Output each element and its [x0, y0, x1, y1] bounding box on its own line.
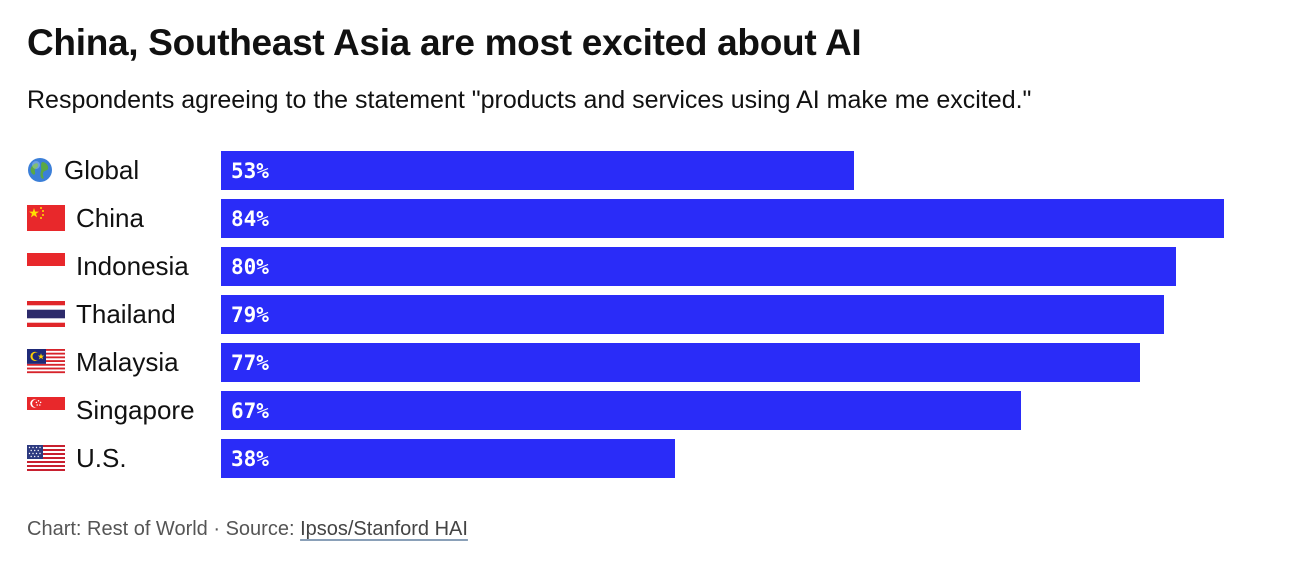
category-text: Singapore: [76, 394, 195, 425]
bar-row-malaysia: Malaysia 77%: [0, 342, 1296, 382]
bar-row-us: U.S. 38%: [0, 438, 1296, 478]
bar-value-china: 84%: [231, 206, 269, 231]
category-label-indonesia: Indonesia: [27, 246, 189, 286]
bar-row-indonesia: Indonesia 80%: [0, 246, 1296, 286]
china-flag-icon: [27, 205, 65, 231]
category-label-global: Global: [27, 150, 139, 190]
category-text: U.S.: [76, 442, 127, 473]
chart-subtitle: Respondents agreeing to the statement "p…: [27, 86, 1032, 114]
category-text: China: [76, 202, 144, 233]
chart-title: China, Southeast Asia are most excited a…: [27, 22, 862, 63]
category-label-us: U.S.: [27, 438, 127, 478]
category-label-thailand: Thailand: [27, 294, 176, 334]
indonesia-flag-icon: [27, 253, 65, 279]
bar-malaysia: 77%: [221, 343, 1140, 382]
bar-value-malaysia: 77%: [231, 350, 269, 375]
category-label-malaysia: Malaysia: [27, 342, 179, 382]
bar-row-singapore: Singapore 67%: [0, 390, 1296, 430]
category-label-china: China: [27, 198, 144, 238]
bar-china: 84%: [221, 199, 1224, 238]
bar-global: 53%: [221, 151, 854, 190]
bar-value-singapore: 67%: [231, 398, 269, 423]
bar-row-china: China 84%: [0, 198, 1296, 238]
source-link[interactable]: Ipsos/Stanford HAI: [300, 518, 468, 540]
chart-footer: Chart: Rest of World · Source: Ipsos/Sta…: [27, 518, 468, 541]
category-text: Indonesia: [76, 250, 189, 281]
singapore-flag-icon: [27, 397, 65, 423]
bar-us: 38%: [221, 439, 675, 478]
bar-row-thailand: Thailand 79%: [0, 294, 1296, 334]
bar-thailand: 79%: [221, 295, 1164, 334]
globe-icon: [27, 157, 53, 183]
category-text: Global: [64, 154, 140, 185]
bar-value-global: 53%: [231, 158, 269, 183]
category-label-singapore: Singapore: [27, 390, 195, 430]
bar-value-thailand: 79%: [231, 302, 269, 327]
us-flag-icon: [27, 445, 65, 471]
bar-value-indonesia: 80%: [231, 254, 269, 279]
bar-value-us: 38%: [231, 446, 269, 471]
bar-singapore: 67%: [221, 391, 1021, 430]
category-text: Thailand: [76, 298, 176, 329]
footer-credit: Chart: Rest of World · Source:: [27, 518, 301, 540]
malaysia-flag-icon: [27, 349, 65, 375]
bar-indonesia: 80%: [221, 247, 1176, 286]
category-text: Malaysia: [76, 346, 179, 377]
thailand-flag-icon: [27, 301, 65, 327]
bar-row-global: Global 53%: [0, 150, 1296, 190]
